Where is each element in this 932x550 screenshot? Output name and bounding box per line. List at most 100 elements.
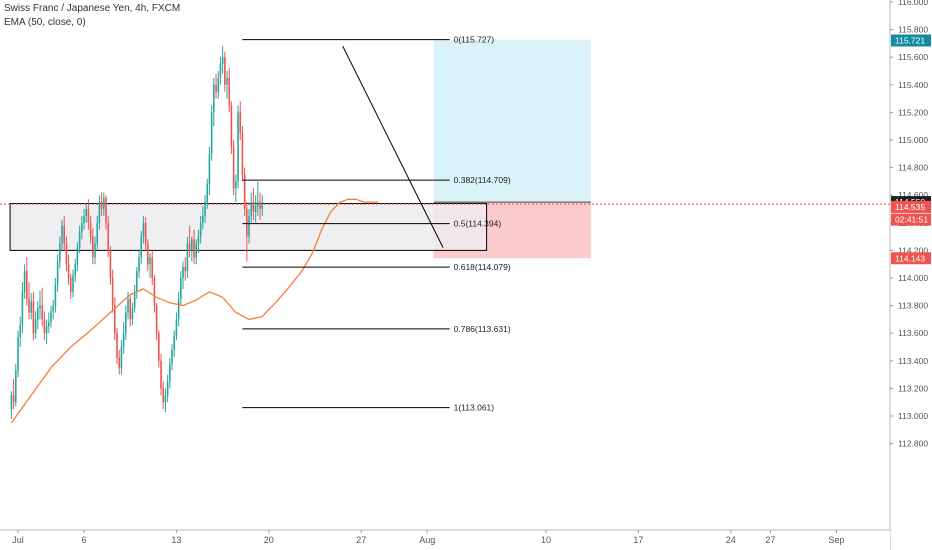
candle-body	[34, 319, 37, 334]
candle-body	[151, 257, 154, 278]
candle-body	[111, 278, 114, 306]
candle-body	[186, 243, 189, 272]
candle-body	[252, 202, 255, 212]
candle-body	[125, 312, 127, 334]
candle-body	[162, 388, 165, 403]
candle-body	[164, 395, 167, 403]
candle-body	[182, 266, 184, 278]
candle-body	[232, 146, 235, 189]
candle-body	[54, 284, 57, 306]
candle-body	[131, 308, 134, 320]
candle-body	[224, 57, 226, 85]
candle-body	[175, 319, 178, 336]
candle-body	[153, 278, 156, 306]
price-tick-label: 113.800	[898, 301, 928, 311]
price-tick-label: 116.000	[898, 0, 928, 7]
candle-body	[188, 243, 191, 251]
candle-body	[114, 305, 116, 334]
candle-body	[257, 202, 259, 207]
time-axis-bg	[0, 530, 890, 550]
time-tick-label: Sep	[828, 535, 844, 545]
trend-line	[342, 45, 444, 248]
candle-body	[116, 333, 118, 359]
candle-body	[109, 250, 112, 278]
candle-body	[89, 222, 92, 237]
ema-line	[10, 198, 379, 424]
candle-body	[158, 333, 160, 361]
candle-body	[136, 271, 138, 292]
candle-body	[169, 363, 171, 382]
candle-body	[41, 305, 44, 320]
price-tick-label: 114.000	[898, 273, 928, 283]
time-tick-label: 6	[81, 535, 86, 545]
candle-body	[48, 322, 50, 327]
time-tick-label: 24	[726, 535, 736, 545]
candle-body	[142, 222, 145, 237]
price-tag	[891, 34, 931, 47]
candle-body	[206, 184, 209, 203]
candle-body	[226, 77, 228, 85]
candle-body	[26, 271, 28, 299]
candle-body	[85, 209, 88, 216]
price-tick-label: 112.800	[898, 439, 928, 449]
fib-level-label: 0.5(114.394)	[454, 219, 502, 229]
price-axis-bg	[890, 0, 932, 550]
symbol-title: Swiss Franc / Japanese Yen, 4h, FXCM	[4, 3, 181, 14]
candle-body	[105, 197, 107, 223]
candle-body	[133, 291, 136, 309]
candle-body	[171, 349, 173, 364]
candle-body	[28, 298, 30, 313]
fib-level-label: 0(115.727)	[454, 35, 495, 45]
candle-body	[221, 57, 224, 65]
candle-body	[98, 202, 101, 223]
candle-body	[166, 381, 169, 396]
candle-body	[202, 215, 204, 223]
candle-body	[118, 358, 121, 368]
candle-body	[32, 301, 35, 334]
candle-body	[94, 243, 96, 258]
price-tick-label: 115.800	[898, 25, 928, 35]
candle-body	[204, 202, 206, 216]
price-tick-label: 113.000	[898, 411, 928, 421]
fib-level-label: 0.618(114.079)	[454, 262, 511, 272]
candles-group	[10, 46, 264, 419]
candle-body	[261, 204, 264, 209]
price-tag-label: 114.535	[895, 202, 925, 212]
price-tag-label: 114.143	[895, 253, 925, 263]
candle-body	[56, 261, 59, 285]
price-tick-label: 113.200	[898, 383, 928, 393]
candle-body	[248, 215, 250, 237]
candle-body	[213, 84, 215, 113]
candle-body	[45, 326, 48, 334]
indicator-label: EMA (50, close, 0)	[4, 17, 86, 28]
candle-body	[241, 133, 244, 175]
candle-body	[199, 222, 202, 237]
price-tick-label: 113.400	[898, 356, 928, 366]
candle-body	[78, 232, 81, 248]
candle-body	[92, 236, 94, 258]
candle-body	[138, 257, 140, 272]
time-tick-label: 27	[765, 535, 775, 545]
candle-body	[127, 298, 129, 313]
candle-body	[246, 209, 248, 237]
candle-body	[177, 298, 180, 320]
fib-level-label: 0.382(114.709)	[454, 175, 511, 185]
fib-level-label: 1(113.061)	[454, 403, 495, 413]
price-tag-label: 02:41:51	[895, 215, 928, 225]
candle-body	[219, 64, 222, 78]
candle-body	[122, 333, 125, 347]
candle-body	[250, 202, 253, 216]
candle-body	[208, 153, 211, 185]
time-tick-label: 20	[264, 535, 274, 545]
candle-body	[193, 239, 195, 258]
candle-body	[65, 243, 68, 265]
candle-body	[235, 181, 237, 189]
candle-body	[173, 335, 176, 350]
candle-body	[43, 319, 46, 334]
candle-body	[230, 105, 233, 147]
time-tick-label: 27	[356, 535, 366, 545]
candle-body	[100, 202, 103, 209]
candle-body	[21, 291, 24, 325]
price-tick-label: 114.800	[898, 163, 928, 173]
